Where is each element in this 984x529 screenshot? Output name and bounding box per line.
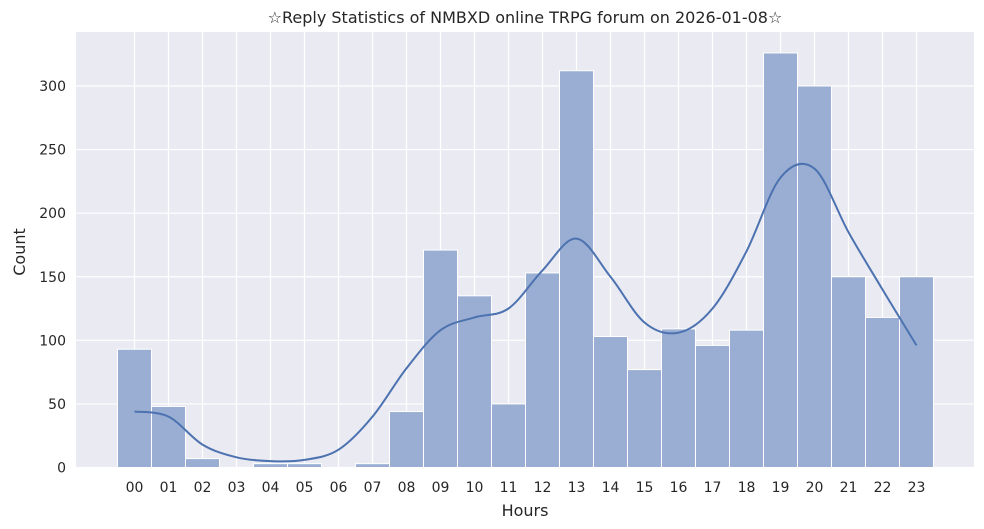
y-tick-labels: 0 50 100 150 200 250 300 [39, 79, 66, 477]
x-tick-label: 03 [228, 480, 246, 496]
x-tick-label: 02 [194, 480, 212, 496]
bar-18 [729, 329, 764, 468]
bar-12 [525, 272, 560, 468]
x-axis-label: Hours [502, 501, 549, 520]
x-tick-label: 21 [840, 480, 858, 496]
x-tick-label: 06 [330, 480, 348, 496]
bar-21 [831, 276, 866, 468]
x-tick-label: 15 [636, 480, 654, 496]
y-tick-label: 150 [39, 270, 66, 286]
x-tick-label: 16 [670, 480, 688, 496]
x-tick-label: 11 [500, 480, 518, 496]
y-tick-label: 200 [39, 206, 66, 222]
x-tick-label: 23 [908, 480, 926, 496]
x-tick-label: 00 [126, 480, 144, 496]
x-tick-label: 09 [432, 480, 450, 496]
x-tick-label: 08 [398, 480, 416, 496]
x-tick-label: 18 [738, 480, 756, 496]
x-tick-label: 07 [364, 480, 382, 496]
x-tick-label: 04 [262, 480, 280, 496]
bar-14 [593, 336, 628, 469]
bar-09 [423, 249, 458, 468]
x-tick-label: 05 [296, 480, 314, 496]
x-tick-label: 14 [602, 480, 620, 496]
x-tick-label: 17 [704, 480, 722, 496]
bars [117, 52, 934, 469]
bar-20 [797, 85, 832, 468]
bar-11 [491, 403, 526, 468]
x-tick-label: 20 [806, 480, 824, 496]
y-axis-label: Count [10, 228, 29, 276]
y-tick-label: 300 [39, 79, 66, 95]
x-tick-label: 01 [160, 480, 178, 496]
x-tick-label: 13 [568, 480, 586, 496]
y-tick-label: 250 [39, 143, 66, 159]
x-tick-label: 19 [772, 480, 790, 496]
x-tick-label: 22 [874, 480, 892, 496]
chart-title: ☆Reply Statistics of NMBXD online TRPG f… [268, 8, 783, 27]
kde-curve [134, 162, 918, 463]
bar-05 [287, 463, 322, 468]
bar-08 [389, 411, 424, 468]
y-tick-label: 100 [39, 333, 66, 349]
bar-10 [457, 295, 492, 469]
x-tick-label: 10 [466, 480, 484, 496]
bar-07 [355, 463, 390, 468]
bar-19 [763, 52, 798, 468]
bar-15 [627, 369, 662, 468]
x-tick-label: 12 [534, 480, 552, 496]
bar-23 [899, 276, 934, 468]
bar-02 [185, 458, 220, 468]
bar-04 [253, 463, 288, 468]
bar-17 [695, 344, 730, 469]
y-tick-label: 0 [57, 461, 66, 477]
bar-22 [865, 316, 900, 468]
y-tick-label: 50 [48, 397, 66, 413]
bar-00 [117, 348, 152, 468]
bar-13 [559, 70, 594, 469]
bar-16 [661, 328, 696, 468]
x-tick-labels: 00 01 02 03 04 05 06 07 08 09 10 11 12 13 14 15 16 17 18 19… [126, 480, 926, 496]
